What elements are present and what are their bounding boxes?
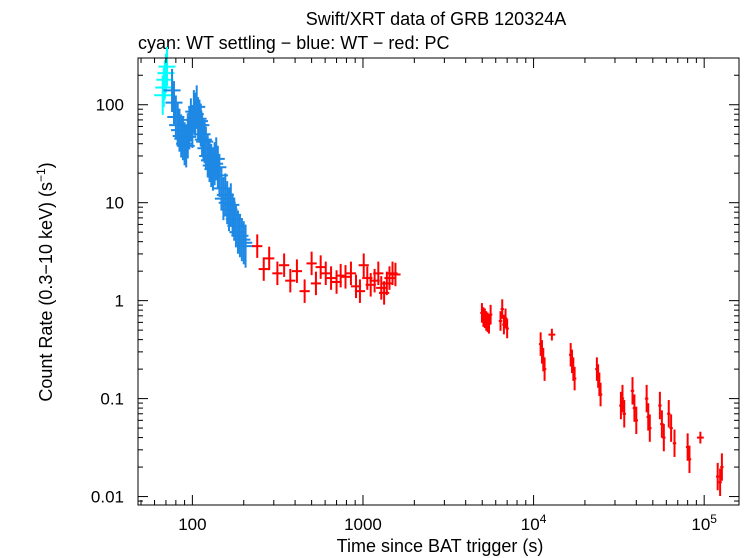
data-point [718,468,722,496]
data-point [648,414,652,442]
data-point [630,377,635,405]
series-pc [252,234,724,496]
data-point [498,311,503,331]
data-point [345,261,357,286]
y-tick-label: 100 [96,96,124,115]
data-point [272,261,283,286]
x-tick-label: 105 [691,512,717,534]
chart-title: Swift/XRT data of GRB 120324A [306,9,566,29]
data-point [505,318,509,339]
data-point [687,445,692,474]
data-point [667,400,671,428]
data-point [669,414,673,442]
data-point [179,115,197,159]
data-point [662,423,666,452]
data-point [548,328,556,341]
tick-labels: 100 1000 104 105 100 10 1 0.1 0.01 [91,96,717,534]
data-point [634,406,638,435]
data-layer [154,47,724,496]
data-point [325,266,337,290]
data-point [299,279,310,303]
series-wt [163,68,255,268]
tick-layer [138,57,739,505]
data-point [672,429,677,457]
data-point [279,253,290,277]
data-point [209,145,227,189]
data-point [233,218,251,262]
data-point [154,75,172,115]
x-tick-label: 100 [178,515,206,534]
data-point [500,299,504,319]
y-tick-label: 0.1 [100,390,124,409]
y-tick-label: 1 [115,292,124,311]
data-point [252,234,263,258]
data-point [503,308,508,329]
data-point [572,366,577,391]
y-axis-label-end: ) [36,162,56,168]
data-point [155,67,173,108]
data-point [340,265,351,289]
x-tick-label: 104 [521,512,547,534]
data-point [235,221,253,265]
data-point [715,462,720,491]
data-point [291,259,303,283]
y-axis-label: Count Rate (0.3−10 keV) (s−1) [34,162,56,401]
data-point [335,263,346,288]
data-point [542,357,547,381]
data-point [158,47,176,87]
data-point [358,253,369,277]
data-point [207,137,225,181]
data-point [285,268,296,293]
data-point [720,453,724,481]
data-point [258,257,269,281]
data-point [264,246,275,271]
y-axis-label-main: Count Rate (0.3−10 keV) (s [36,182,56,402]
data-point [488,304,493,325]
data-point [354,279,366,303]
data-point [598,382,603,407]
y-tick-label: 0.01 [91,488,124,507]
data-point [320,261,331,286]
data-point [310,271,322,296]
data-point [315,255,326,279]
data-point [696,431,704,444]
data-point [644,384,649,413]
data-point [163,68,181,112]
data-point [306,251,317,276]
data-point [237,224,255,268]
data-point [620,384,625,413]
y-axis-label-sup: −1 [34,168,48,182]
data-point [622,400,626,428]
y-tick-label: 10 [105,194,124,213]
data-point [658,391,662,420]
data-point [390,262,401,287]
x-axis-label: Time since BAT trigger (s) [337,536,544,556]
data-point [373,261,384,286]
x-tick-label: 1000 [344,515,382,534]
plot-frame [137,57,740,506]
chart-subtitle: cyan: WT settling − blue: WT − red: PC [138,33,449,53]
